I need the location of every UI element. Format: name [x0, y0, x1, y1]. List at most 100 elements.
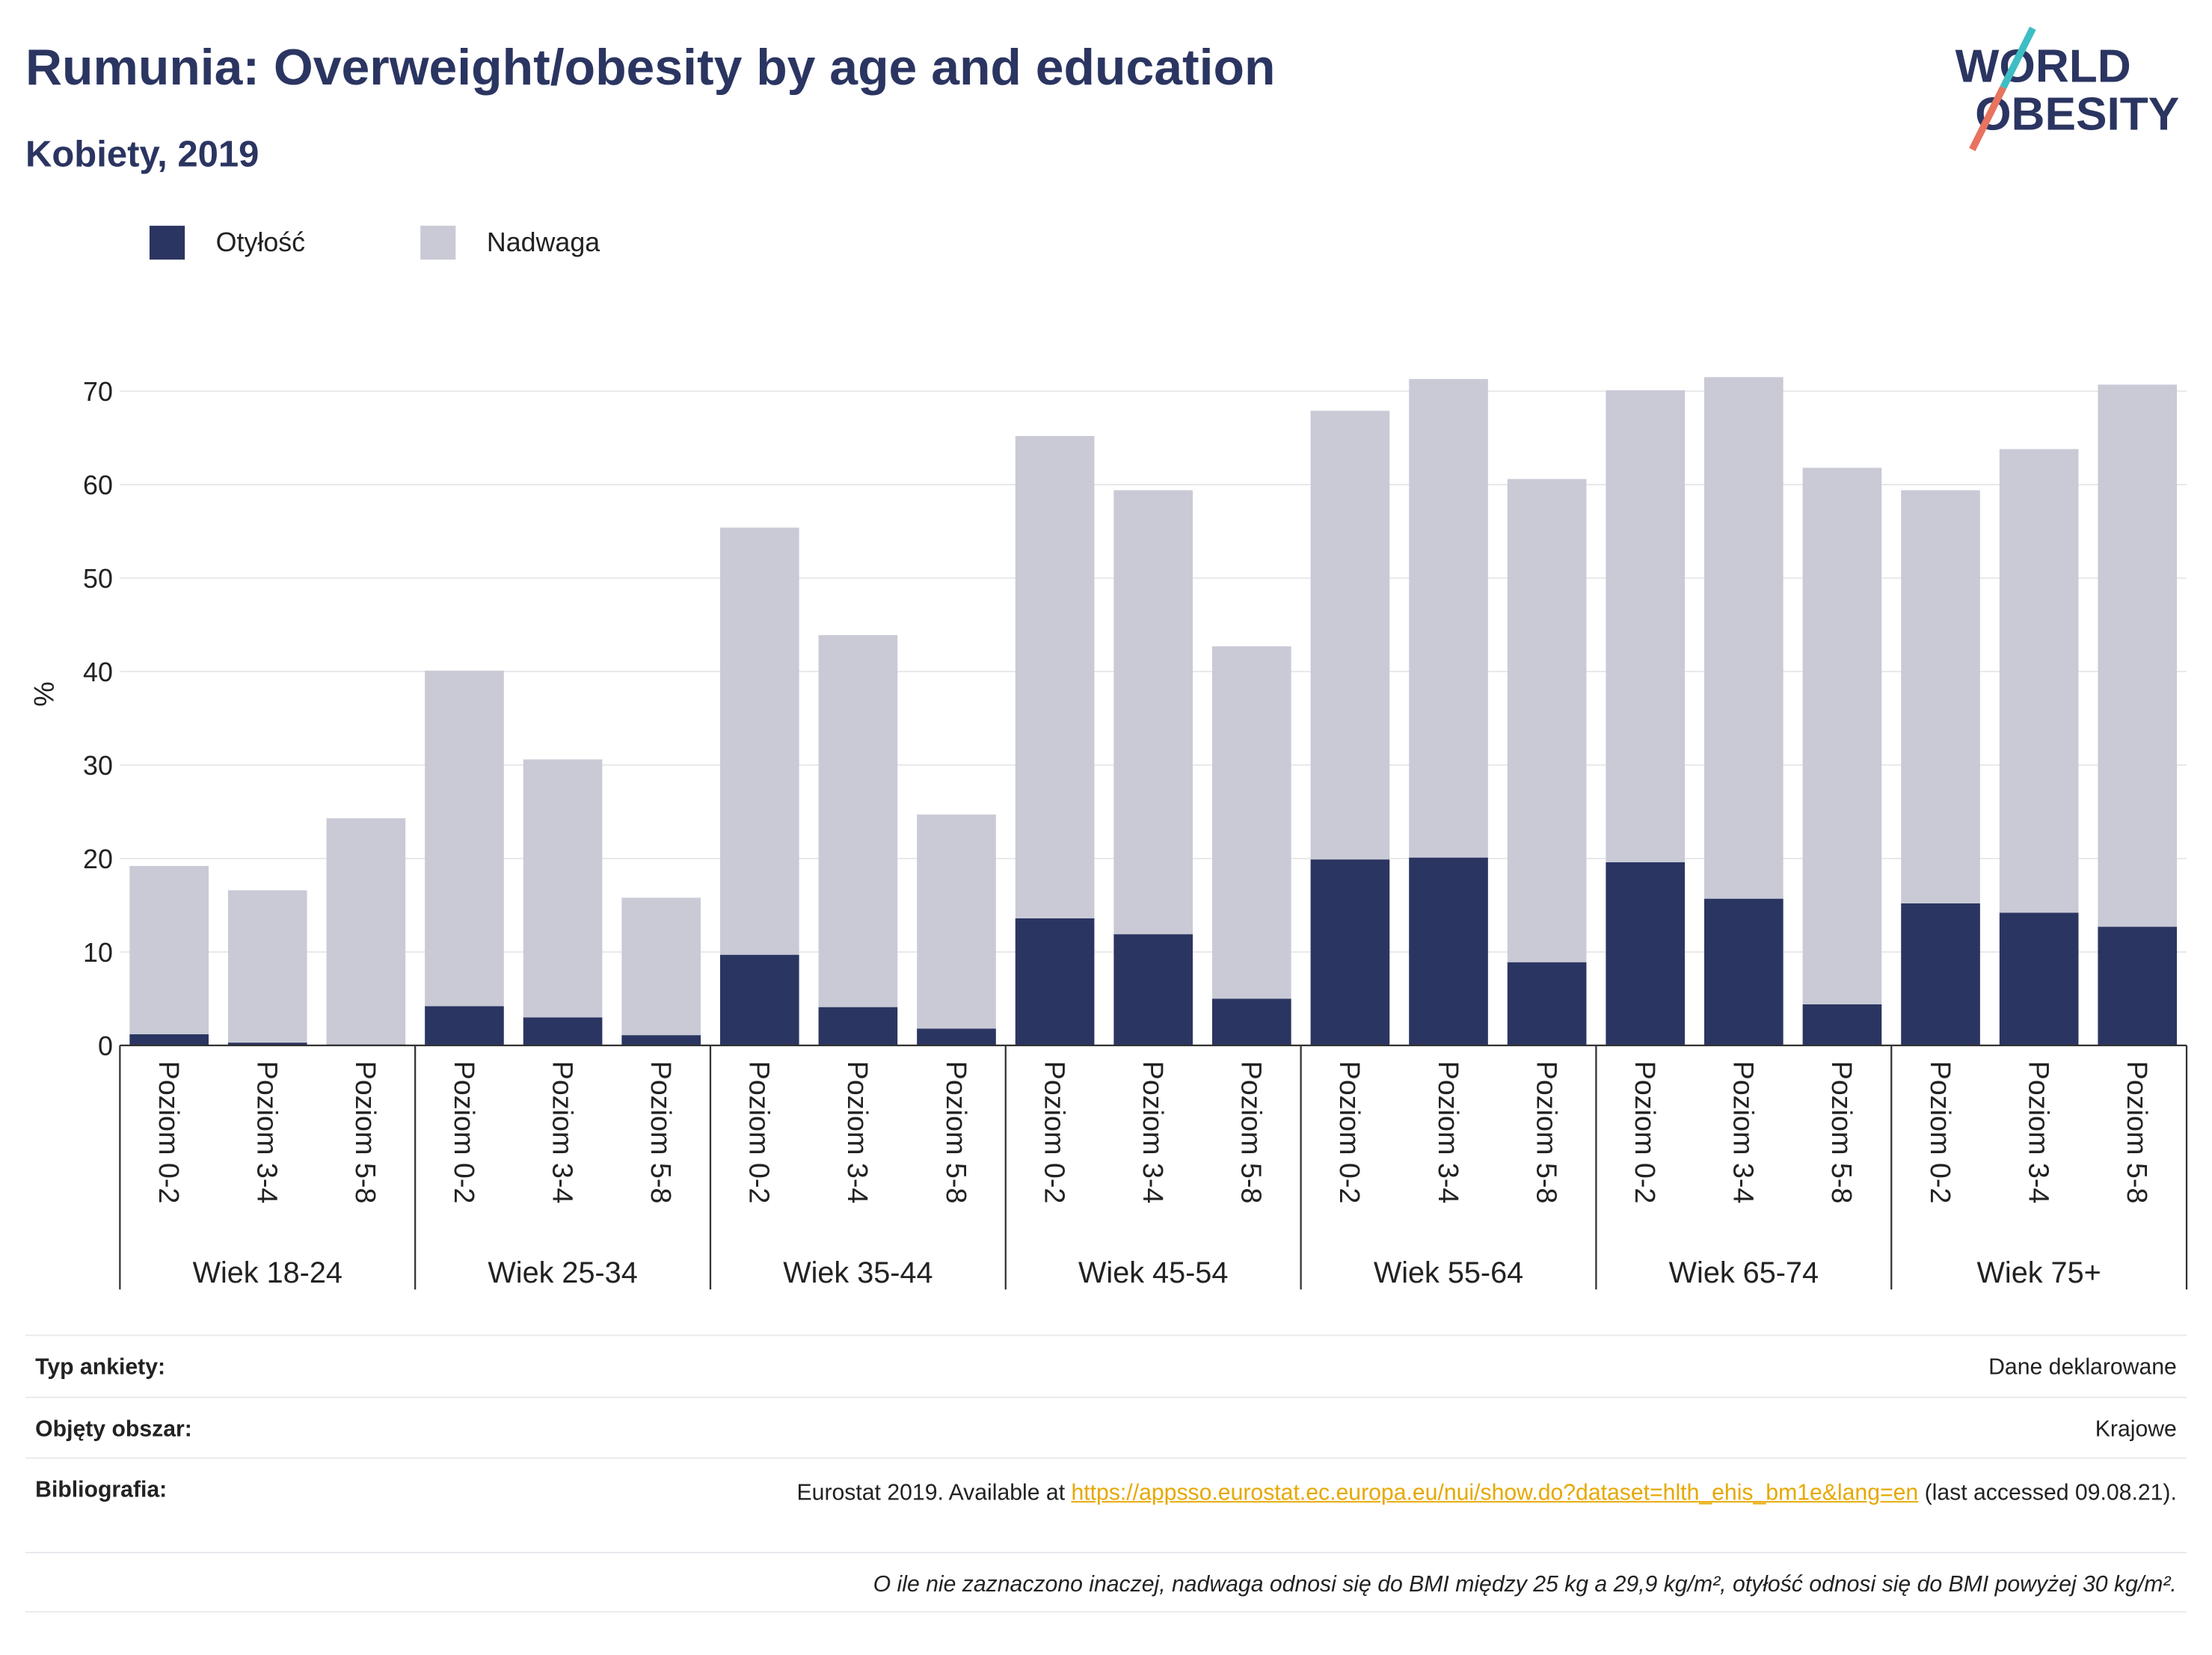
bar	[917, 814, 996, 1029]
bib-text: (last accessed 09.08.21).	[1924, 1481, 2177, 1505]
x-tick-label: Poziom 0-2	[153, 1061, 185, 1204]
group-label: Wiek 25-34	[488, 1256, 637, 1289]
bar	[1999, 912, 2079, 1045]
x-tick-label: Poziom 3-4	[842, 1061, 873, 1204]
bar	[523, 759, 603, 1018]
footer-row: Objęty obszar: Krajowe	[25, 1396, 2187, 1458]
logo-slash	[2000, 26, 2036, 90]
bar	[326, 818, 406, 1045]
bib-link[interactable]: https://appsso.eurostat.ec.europa.eu/nui…	[1071, 1481, 1919, 1505]
footer-row: Typ ankiety: Dane deklarowane	[25, 1334, 2187, 1397]
legend-swatch	[149, 225, 185, 260]
bar	[129, 865, 209, 1034]
footer: Typ ankiety: Dane deklarowane Objęty obsz…	[25, 1334, 2187, 1613]
group-label: Wiek 75+	[1977, 1256, 2101, 1289]
bar	[1901, 903, 1980, 1045]
footer-note: O ile nie zaznaczono inaczej, nadwaga od…	[25, 1552, 2187, 1613]
y-tick-label: 20	[83, 844, 113, 874]
bar	[1999, 449, 2079, 913]
bar	[1606, 390, 1686, 862]
x-tick-label: Poziom 3-4	[252, 1061, 283, 1204]
x-tick-label: Poziom 0-2	[744, 1061, 775, 1204]
legend-swatch	[420, 225, 456, 260]
x-tick-label: Poziom 3-4	[1433, 1061, 1464, 1204]
footer-label: Objęty obszar:	[35, 1417, 192, 1442]
x-tick-label: Poziom 5-8	[1826, 1061, 1858, 1204]
bar	[1211, 998, 1291, 1045]
footer-label: Typ ankiety:	[35, 1355, 166, 1380]
footer-value: Dane deklarowane	[1988, 1355, 2177, 1380]
y-axis-label: %	[28, 681, 60, 707]
bar	[2098, 384, 2178, 927]
bar	[1409, 378, 1488, 858]
bar	[621, 1035, 701, 1045]
chart: Rumunia: Overweight/obesity by age and e…	[25, 26, 2188, 1290]
y-tick-label: 60	[83, 470, 113, 500]
x-tick-label: Poziom 0-2	[1629, 1061, 1661, 1204]
bar	[1507, 479, 1587, 962]
bar	[1606, 862, 1686, 1045]
footer-label: Bibliografia:	[35, 1479, 168, 1503]
y-tick-label: 0	[98, 1031, 113, 1061]
bar	[1507, 962, 1587, 1045]
bar	[1802, 467, 1882, 1004]
group-label: Wiek 35-44	[783, 1256, 933, 1289]
bar	[1015, 436, 1095, 918]
x-tick-label: Poziom 0-2	[1039, 1061, 1070, 1204]
bar	[917, 1028, 996, 1045]
bar	[129, 1034, 209, 1045]
logo-text: WORLD	[1956, 40, 2131, 92]
group-label: Wiek 45-54	[1078, 1256, 1228, 1289]
legend-label: Nadwaga	[487, 227, 600, 257]
bar	[1704, 377, 1784, 899]
x-tick-label: Poziom 5-8	[1531, 1061, 1562, 1204]
x-tick-label: Poziom 0-2	[1334, 1061, 1365, 1204]
y-tick-label: 70	[83, 377, 113, 407]
x-tick-label: Poziom 0-2	[449, 1061, 480, 1204]
bar	[719, 954, 799, 1045]
bib-text: Eurostat 2019. Available at	[796, 1481, 1066, 1505]
bar	[227, 1043, 307, 1045]
y-tick-label: 50	[83, 564, 113, 594]
x-tick-label: Poziom 5-8	[2122, 1061, 2153, 1204]
bar	[2098, 927, 2178, 1045]
bar	[818, 635, 898, 1007]
group-label: Wiek 18-24	[193, 1256, 342, 1289]
bar	[818, 1007, 898, 1045]
bar	[1310, 859, 1390, 1045]
bar	[1113, 934, 1193, 1045]
footer-row: Bibliografia: Eurostat 2019. Available a…	[25, 1457, 2187, 1552]
group-label: Wiek 65-74	[1669, 1256, 1819, 1289]
x-tick-label: Poziom 3-4	[547, 1061, 578, 1204]
bar	[1015, 918, 1095, 1045]
bar	[1704, 898, 1784, 1045]
x-tick-label: Poziom 3-4	[2023, 1061, 2054, 1204]
legend-label: Otyłość	[216, 227, 305, 257]
y-tick-label: 10	[83, 938, 113, 968]
chart-subtitle: Kobiety, 2019	[25, 135, 259, 175]
footer-value: Krajowe	[2095, 1417, 2177, 1442]
bar	[1310, 411, 1390, 860]
bibliography: Eurostat 2019. Available at https://apps…	[797, 1479, 2177, 1552]
bar	[1409, 857, 1488, 1045]
bar	[1802, 1004, 1882, 1045]
y-tick-label: 30	[83, 751, 113, 781]
note-text: O ile nie zaznaczono inaczej, nadwaga od…	[873, 1573, 2177, 1597]
bar	[719, 527, 799, 955]
x-tick-label: Poziom 5-8	[350, 1061, 381, 1204]
logo-text: OBESITY	[1975, 89, 2179, 141]
x-tick-label: Poziom 0-2	[1925, 1061, 1956, 1204]
bar	[227, 890, 307, 1043]
bar	[1211, 646, 1291, 999]
bar	[425, 1006, 504, 1045]
y-tick-label: 40	[83, 657, 113, 687]
bar	[425, 670, 504, 1007]
x-tick-label: Poziom 5-8	[1236, 1061, 1268, 1204]
bar	[621, 897, 701, 1036]
chart-title: Rumunia: Overweight/obesity by age and e…	[25, 40, 1276, 96]
bar	[1901, 490, 1980, 903]
bar	[523, 1017, 603, 1045]
group-label: Wiek 55-64	[1374, 1256, 1523, 1289]
x-tick-label: Poziom 5-8	[941, 1061, 972, 1204]
